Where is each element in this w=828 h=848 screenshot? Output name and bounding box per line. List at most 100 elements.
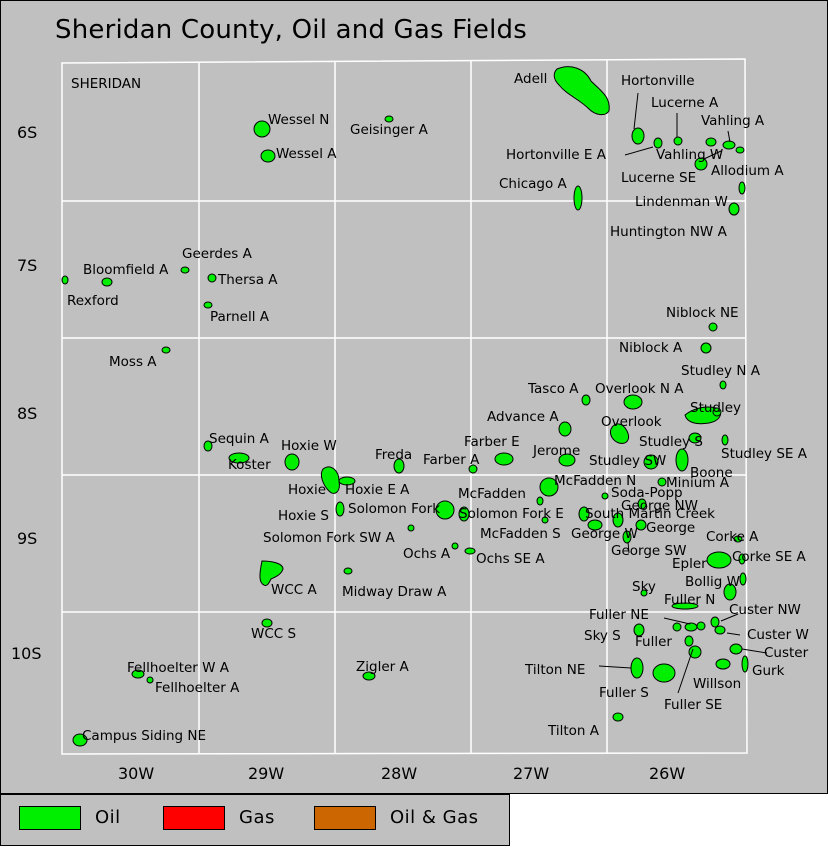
township-label-6s: 6S	[17, 123, 37, 142]
field-label-wcc-a: WCC A	[271, 582, 317, 598]
legend-label-oil-and-gas: Oil & Gas	[390, 807, 479, 828]
field-label-niblock-a: Niblock A	[619, 340, 683, 356]
field-label-south-martin-creek: South Martin Creek	[585, 506, 715, 522]
field-label-wcc-s: WCC S	[251, 626, 296, 642]
field-label-custer: Custer	[764, 645, 809, 661]
field-label-studley: Studley	[690, 400, 741, 416]
field-label-boone: Boone	[690, 465, 733, 481]
field-label-vahling-a: Vahling A	[701, 113, 765, 129]
field-label-minium-a: Minium A	[666, 475, 730, 491]
field-label-sequin-a: Sequin A	[209, 431, 270, 447]
field-label-george: George	[646, 520, 695, 536]
field-label-epler: Epler	[672, 556, 707, 572]
field-label-fuller-se: Fuller SE	[664, 697, 722, 713]
field-label-tilton-ne: Tilton NE	[524, 662, 585, 678]
township-grid	[61, 58, 748, 755]
range-label-28w: 28W	[381, 764, 417, 783]
field-label-soda-popp: Soda-Popp	[611, 485, 683, 501]
field-label-parnell-a: Parnell A	[210, 309, 270, 325]
field-label-fellhoelter-w-a: Fellhoelter W A	[127, 660, 230, 676]
field-label-wessel-n: Wessel N	[268, 112, 329, 128]
map-frame: Sheridan County, Oil and Gas Fields SHER…	[0, 0, 828, 794]
field-label-zigler-a: Zigler A	[356, 659, 409, 675]
field-label-overlook-n-a: Overlook N A	[595, 381, 684, 397]
field-label-solomon-fork: Solomon Fork	[348, 501, 440, 517]
field-label-willson: Willson	[693, 676, 741, 692]
legend: Oil Gas Oil & Gas	[0, 794, 510, 846]
county-label: SHERIDAN	[71, 76, 141, 92]
field-label-vahling-w: Vahling W	[656, 147, 723, 163]
map-title: Sheridan County, Oil and Gas Fields	[55, 15, 528, 45]
oil-swatch	[19, 806, 81, 830]
field-label-overlook: Overlook	[601, 414, 662, 430]
field-label-jerome: Jerome	[532, 443, 580, 459]
field-label-mcfadden: McFadden	[458, 486, 526, 502]
field-label-rexford: Rexford	[67, 293, 119, 309]
field-label-lucerne-a: Lucerne A	[651, 95, 719, 111]
field-label-hoxie-e-a: Hoxie E A	[345, 482, 410, 498]
field-label-studley-s: Studley S	[639, 434, 703, 450]
field-label-farber-e: Farber E	[464, 434, 520, 450]
label-leader-lines	[598, 92, 768, 694]
legend-label-gas: Gas	[239, 807, 275, 828]
field-label-hoxie: Hoxie	[288, 482, 326, 498]
field-label-farber-a: Farber A	[423, 452, 480, 468]
field-label-geisinger-a: Geisinger A	[350, 122, 429, 138]
field-label-geerdes-a: Geerdes A	[182, 246, 253, 262]
field-label-freda: Freda	[375, 447, 412, 463]
township-label-8s: 8S	[17, 404, 37, 423]
field-label-mcfadden-s: McFadden S	[480, 526, 561, 542]
field-label-sky: Sky	[632, 579, 656, 595]
field-label-campus-siding-ne: Campus Siding NE	[82, 728, 206, 744]
field-label-fuller: Fuller	[635, 634, 672, 650]
field-label-studley-n-a: Studley N A	[681, 363, 761, 379]
field-label-bollig-w: Bollig W	[685, 574, 740, 590]
field-label-solomon-fork-sw-a: Solomon Fork SW A	[263, 530, 396, 546]
field-label-corke-se-a: Corke SE A	[732, 549, 807, 565]
field-label-chicago-a: Chicago A	[499, 176, 568, 192]
field-label-sky-s: Sky S	[584, 628, 621, 644]
field-label-hortonville: Hortonville	[621, 73, 695, 89]
field-label-ochs-se-a: Ochs SE A	[476, 551, 545, 567]
field-label-moss-a: Moss A	[109, 354, 157, 370]
field-label-george-w: George W	[571, 526, 638, 542]
field-label-wessel-a: Wessel A	[276, 146, 337, 162]
field-label-studley-se-a: Studley SE A	[721, 446, 808, 462]
field-label-solomon-fork-e: Solomon Fork E	[459, 506, 564, 522]
field-label-mcfadden-n: McFadden N	[554, 473, 636, 489]
field-label-bloomfield-a: Bloomfield A	[83, 262, 169, 278]
oil-field-shapes[interactable]	[61, 66, 749, 747]
field-label-tasco-a: Tasco A	[527, 381, 579, 397]
range-label-30w: 30W	[118, 764, 154, 783]
field-label-niblock-ne: Niblock NE	[666, 305, 739, 321]
field-label-corke-a: Corke A	[706, 529, 759, 545]
field-label-hortonville-e-a: Hortonville E A	[506, 147, 607, 163]
field-labels: Adell Hortonville Lucerne A Vahling A We…	[67, 71, 809, 744]
field-label-hoxie-s: Hoxie S	[278, 508, 329, 524]
range-label-29w: 29W	[248, 764, 284, 783]
field-label-gurk: Gurk	[752, 663, 785, 679]
gas-swatch	[163, 806, 225, 830]
township-label-7s: 7S	[17, 256, 37, 275]
field-label-ochs-a: Ochs A	[403, 546, 451, 562]
field-label-lucerne-se: Lucerne SE	[621, 170, 696, 186]
field-label-lindenman-w: Lindenman W	[635, 194, 728, 210]
field-label-koster: Koster	[228, 457, 271, 473]
field-label-huntington-nw-a: Huntington NW A	[610, 224, 728, 240]
field-label-thersa-a: Thersa A	[217, 272, 278, 288]
field-label-george-sw: George SW	[611, 543, 686, 559]
field-label-adell: Adell	[514, 71, 547, 87]
field-label-tilton-a: Tilton A	[547, 723, 600, 739]
range-label-27w: 27W	[513, 764, 549, 783]
township-label-10s: 10S	[11, 644, 42, 663]
field-label-fuller-s: Fuller S	[599, 685, 649, 701]
field-label-custer-nw: Custer NW	[729, 602, 801, 618]
range-label-26w: 26W	[649, 764, 685, 783]
oil-and-gas-swatch	[314, 806, 376, 830]
field-label-hoxie-w: Hoxie W	[281, 438, 337, 454]
legend-label-oil: Oil	[95, 807, 121, 828]
field-label-midway-draw-a: Midway Draw A	[342, 584, 447, 600]
field-label-custer-w: Custer W	[747, 627, 809, 643]
map-canvas[interactable]: SHERIDAN 6S 7S 8S 9S 10S 30W 29W 28W 27W…	[1, 1, 828, 795]
field-label-allodium-a: Allodium A	[711, 163, 784, 179]
